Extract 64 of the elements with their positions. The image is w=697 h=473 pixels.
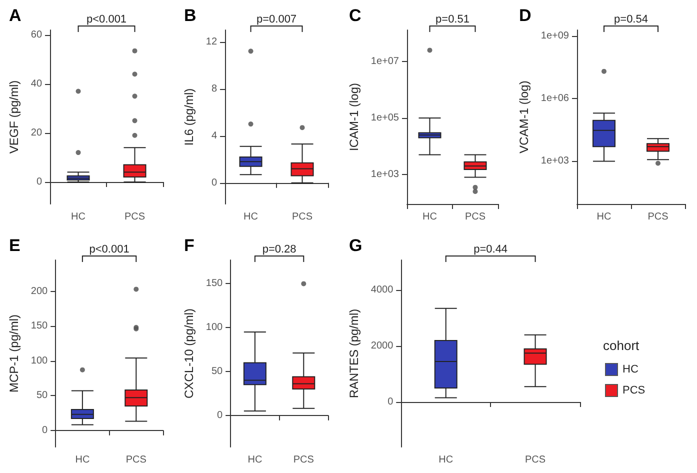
chart-title: G (349, 236, 362, 255)
y-tick-label: 100 (206, 322, 224, 334)
y-tick-label: 150 (30, 320, 48, 332)
x-tick-label: PCS (126, 454, 147, 466)
x-tick-label: HC (422, 212, 437, 222)
chart-title: D (519, 6, 532, 25)
chart-title: E (9, 236, 20, 255)
y-axis-title: MCP-1 (pg/ml) (7, 314, 21, 393)
y-tick-label: 1e+06 (540, 93, 570, 104)
text: p<0.001 (86, 14, 127, 26)
text: p<0.001 (89, 244, 130, 256)
legend-title: cohort (603, 338, 640, 353)
y-tick-label: 40 (30, 78, 42, 90)
y-tick-label: 0 (388, 396, 394, 408)
y-tick-label: 100 (30, 355, 48, 366)
y-axis-title: VEGF (pg/ml) (7, 80, 21, 154)
legend-label: HC (622, 364, 638, 376)
x-tick-label: PCS (292, 212, 313, 222)
x-tick-label: PCS (464, 212, 486, 222)
y-tick-label: 0 (42, 424, 48, 436)
y-tick-label: 8 (211, 83, 218, 94)
y-tick-label: 50 (36, 390, 48, 402)
y-tick-label: 200 (30, 286, 48, 297)
y-axis-title: RANTES (pg/ml) (347, 308, 361, 398)
chart-title: C (349, 6, 362, 25)
y-axis-title: VCAM-1 (log) (517, 80, 531, 154)
y-tick-label: 1e+03 (540, 156, 570, 167)
y-tick-label: 2000 (370, 340, 394, 352)
x-tick-label: PCS (124, 212, 146, 222)
y-tick-label: 60 (30, 29, 42, 40)
y-tick-label: 20 (30, 127, 42, 138)
y-tick-label: 1e+03 (370, 168, 400, 180)
y-tick-label: 1e+09 (540, 30, 570, 42)
y-tick-label: 0 (217, 410, 224, 421)
legend-label: PCS (622, 384, 646, 396)
y-axis-title: IL6 (pg/ml) (182, 88, 196, 146)
y-axis-title: ICAM-1 (log) (347, 82, 361, 152)
x-tick-label: HC (71, 212, 86, 222)
y-tick-label: 150 (206, 278, 224, 290)
text: p=0.51 (436, 14, 470, 26)
y-tick-label: 4000 (370, 284, 394, 296)
chart-title: B (184, 6, 196, 25)
y-tick-label: 0 (36, 176, 42, 188)
y-tick-label: 1e+07 (370, 56, 400, 67)
x-tick-label: PCS (648, 212, 669, 222)
x-tick-label: HC (244, 212, 258, 222)
x-tick-label: HC (438, 454, 454, 466)
y-tick-label: 12 (206, 36, 218, 48)
x-tick-label: HC (596, 212, 612, 222)
x-tick-label: PCS (293, 454, 314, 466)
y-tick-label: 4 (211, 130, 218, 142)
x-tick-label: HC (75, 454, 90, 466)
x-tick-label: PCS (525, 454, 546, 466)
text: p=0.28 (262, 244, 296, 256)
text: p=0.007 (256, 14, 297, 26)
y-tick-label: 0 (211, 177, 218, 188)
chart-title: A (9, 6, 22, 25)
y-axis-title: CXCL-10 (pg/ml) (182, 308, 196, 399)
text: p=0.54 (614, 14, 648, 26)
y-tick-label: 50 (211, 366, 224, 377)
text: p=0.44 (474, 244, 508, 256)
x-tick-label: HC (248, 454, 262, 466)
chart-title: F (184, 236, 194, 255)
y-tick-label: 1e+05 (370, 112, 400, 124)
